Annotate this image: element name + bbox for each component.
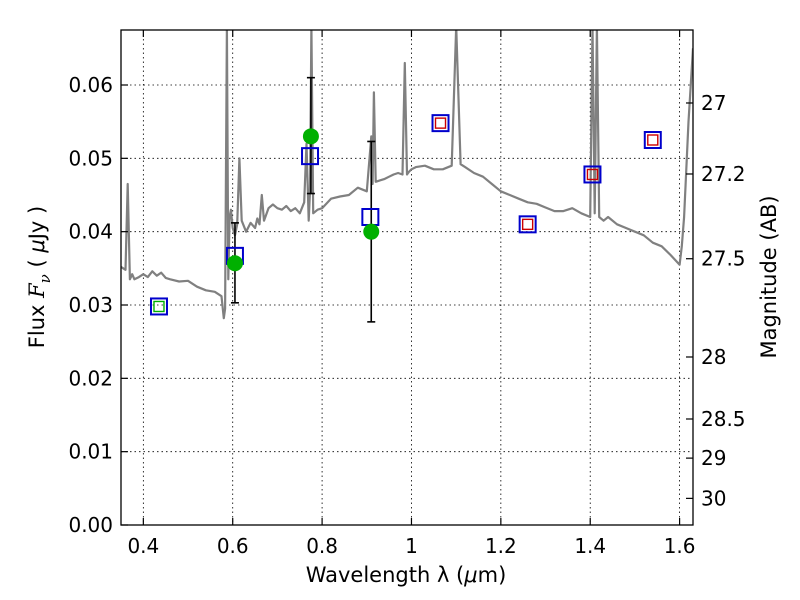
x-axis-title: Wavelength λ (μm) [306, 563, 507, 587]
magnitude-tick-label: 27 [701, 91, 726, 115]
x-tick-label: 1.2 [485, 534, 517, 558]
spectrum-line [121, 30, 693, 320]
x-tick-label: 1.4 [574, 534, 606, 558]
model-marker [643, 131, 662, 149]
measured-marker [226, 255, 243, 272]
magnitude-tick-label: 28 [701, 345, 726, 369]
magnitude-tick-label: 27.2 [701, 162, 746, 186]
y-axis-ticks: 0.00 0.01 0.02 0.03 0.04 0.05 0.06 [68, 73, 128, 537]
y-axis-title: Flux Fν ( μJy ) [25, 206, 54, 348]
measured-marker [302, 128, 319, 145]
x-tick-label: 0.8 [306, 534, 338, 558]
model-points [149, 114, 662, 316]
y-tick-label: 0.02 [68, 366, 113, 390]
inner-marker [586, 168, 599, 181]
measured-points [153, 128, 380, 313]
y-tick-label: 0.06 [68, 73, 113, 97]
magnitude-tick-label: 28.5 [701, 407, 746, 431]
model-marker [583, 165, 602, 184]
grid [121, 30, 693, 526]
x-tick-label: 1 [405, 534, 418, 558]
y-tick-label: 0.04 [68, 220, 113, 244]
magnitude-axis-ticks: 27 27.2 27.5 28 28.5 29 30 [686, 91, 746, 510]
inner-marker [647, 134, 659, 146]
model-marker [518, 215, 537, 234]
inner-marker [521, 218, 534, 231]
right-axis-title: Magnitude (AB) [757, 195, 781, 358]
y-tick-label: 0.05 [68, 146, 113, 170]
x-tick-label: 0.6 [217, 534, 249, 558]
y-tick-label: 0.01 [68, 440, 113, 464]
spectrum-layer [121, 30, 693, 320]
plot-frame [120, 29, 694, 526]
model-marker [149, 297, 168, 316]
magnitude-tick-label: 27.5 [701, 247, 746, 271]
model-marker [301, 147, 320, 166]
x-axis-ticks: 0.4 0.6 0.8 1 1.2 1.4 1.6 [127, 30, 696, 558]
measured-marker [153, 300, 165, 313]
inner-marker [434, 117, 447, 129]
y-tick-label: 0.03 [68, 293, 113, 317]
y-tick-label: 0.00 [68, 513, 113, 537]
x-tick-label: 1.6 [664, 534, 696, 558]
measured-marker [363, 223, 380, 240]
magnitude-tick-label: 30 [701, 486, 726, 510]
magnitude-tick-label: 29 [701, 446, 726, 470]
x-tick-label: 0.4 [127, 534, 159, 558]
model-marker [431, 114, 450, 133]
